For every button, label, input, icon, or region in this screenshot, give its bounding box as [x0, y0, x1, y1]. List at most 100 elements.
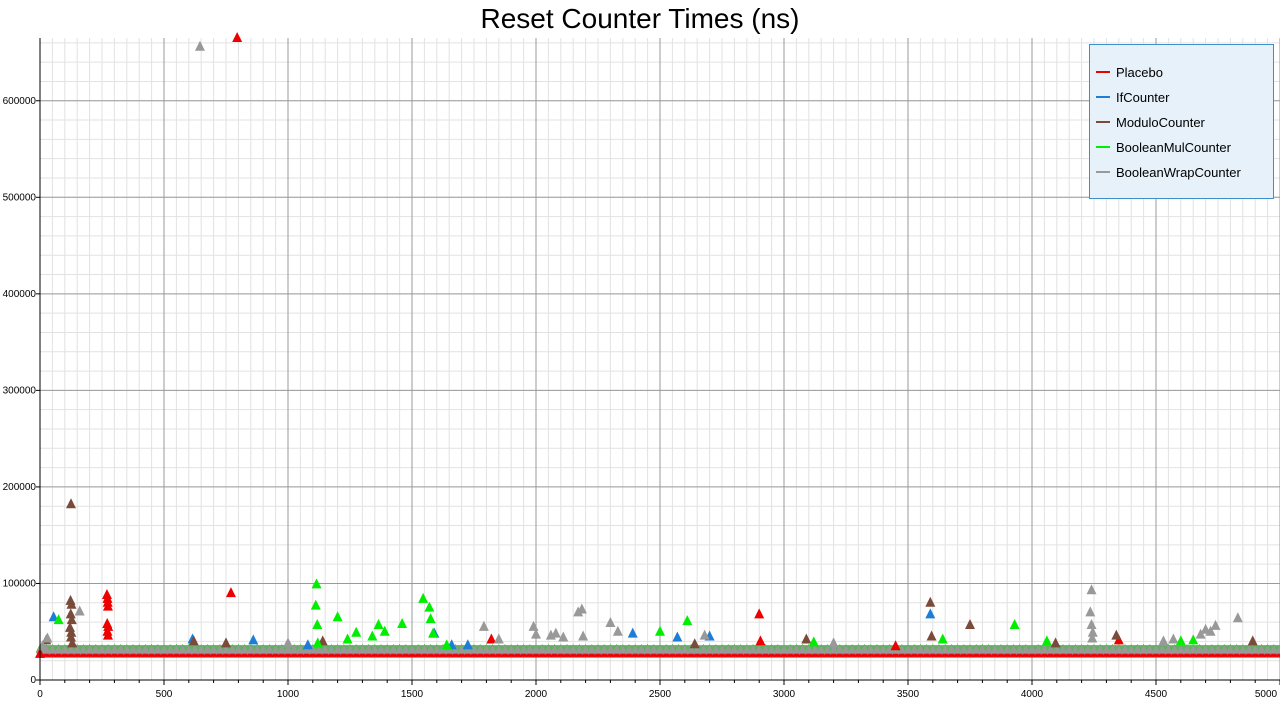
data-point [66, 498, 76, 509]
baseline-point [860, 645, 869, 654]
data-point [418, 592, 429, 603]
baseline-point [408, 645, 416, 654]
baseline-point [321, 645, 330, 654]
baseline-point [1201, 645, 1210, 654]
data-point [373, 618, 384, 629]
data-point [925, 608, 936, 619]
legend-label: Placebo [1116, 64, 1163, 80]
legend-swatch [1096, 121, 1110, 123]
baseline-point [972, 645, 981, 654]
baseline-point [290, 645, 299, 654]
data-point [48, 611, 59, 622]
data-point [672, 631, 683, 642]
baseline-point [457, 645, 466, 654]
baseline-point [277, 645, 286, 654]
y-tick-label: 0 [30, 675, 36, 686]
baseline-point [1195, 645, 1204, 654]
data-point [66, 631, 76, 642]
x-tick-label: 3000 [773, 689, 796, 700]
baseline-point [228, 645, 237, 654]
baseline-point [922, 645, 931, 654]
baseline-point [873, 645, 881, 654]
data-point [808, 636, 819, 647]
data-point [424, 601, 435, 612]
x-tick-label: 1000 [277, 689, 300, 700]
data-point [332, 611, 343, 622]
x-tick-label: 1500 [401, 689, 424, 700]
baseline-point [687, 645, 695, 654]
data-point [66, 598, 77, 609]
data-point [367, 630, 378, 641]
baseline-point [1238, 645, 1247, 654]
baseline-point [1133, 645, 1142, 654]
data-point [1085, 606, 1096, 617]
data-point [1205, 625, 1216, 636]
baseline-point [308, 645, 317, 654]
baseline-point [835, 645, 844, 654]
data-point [531, 628, 541, 639]
legend-swatch [1096, 146, 1110, 148]
baseline-point [1090, 645, 1098, 654]
baseline-point [575, 645, 584, 654]
baseline-point [1158, 645, 1167, 654]
baseline-point [333, 645, 342, 654]
baseline-point [147, 645, 156, 654]
data-point [578, 630, 589, 641]
baseline-point [178, 645, 187, 654]
data-point [890, 640, 901, 651]
baseline-point [600, 645, 609, 654]
data-point [1232, 612, 1243, 623]
y-tick-label: 500000 [3, 192, 37, 203]
baseline-point [284, 645, 292, 654]
baseline-point [1003, 645, 1012, 654]
baseline-point [811, 645, 819, 654]
data-point [188, 635, 199, 646]
baseline-point [879, 645, 888, 654]
data-point [1247, 635, 1258, 646]
baseline-point [259, 645, 268, 654]
baseline-point [755, 645, 764, 654]
baseline-point [358, 645, 367, 654]
baseline-point [804, 645, 813, 654]
data-point [689, 638, 700, 649]
baseline-point [959, 645, 968, 654]
baseline-point [780, 645, 788, 654]
baseline-point [631, 645, 640, 654]
baseline-point [1214, 645, 1222, 654]
x-tick-label: 3500 [897, 689, 920, 700]
data-point [1041, 635, 1052, 646]
legend-swatch [1096, 171, 1110, 173]
baseline-point [897, 645, 906, 654]
baseline-point [928, 645, 937, 654]
data-point [428, 627, 439, 638]
legend-label: ModuloCounter [1116, 114, 1205, 130]
baseline-point [191, 645, 199, 654]
baseline-point [352, 645, 361, 654]
data-point [1087, 632, 1098, 643]
baseline-point [550, 645, 559, 654]
baseline-point [91, 645, 100, 654]
baseline-point [519, 645, 528, 654]
data-point [1168, 633, 1179, 644]
baseline-point [823, 645, 832, 654]
baseline-point [761, 645, 770, 654]
baseline-point [1232, 645, 1241, 654]
baseline-point [48, 645, 57, 654]
baseline-point [767, 645, 776, 654]
baseline-point [786, 645, 795, 654]
baseline-point [265, 645, 274, 654]
x-tick-label: 0 [37, 689, 43, 700]
data-point [1188, 634, 1199, 645]
data-point [655, 625, 665, 636]
baseline-point [401, 645, 410, 654]
baseline-point [1021, 645, 1030, 654]
baseline-point [637, 645, 646, 654]
baseline-point [618, 645, 627, 654]
data-point [937, 633, 948, 644]
data-point [379, 625, 390, 636]
baseline-point [1009, 645, 1018, 654]
data-point [283, 637, 293, 648]
baseline-point [730, 645, 739, 654]
baseline-point [538, 645, 547, 654]
baseline-point [693, 645, 702, 654]
